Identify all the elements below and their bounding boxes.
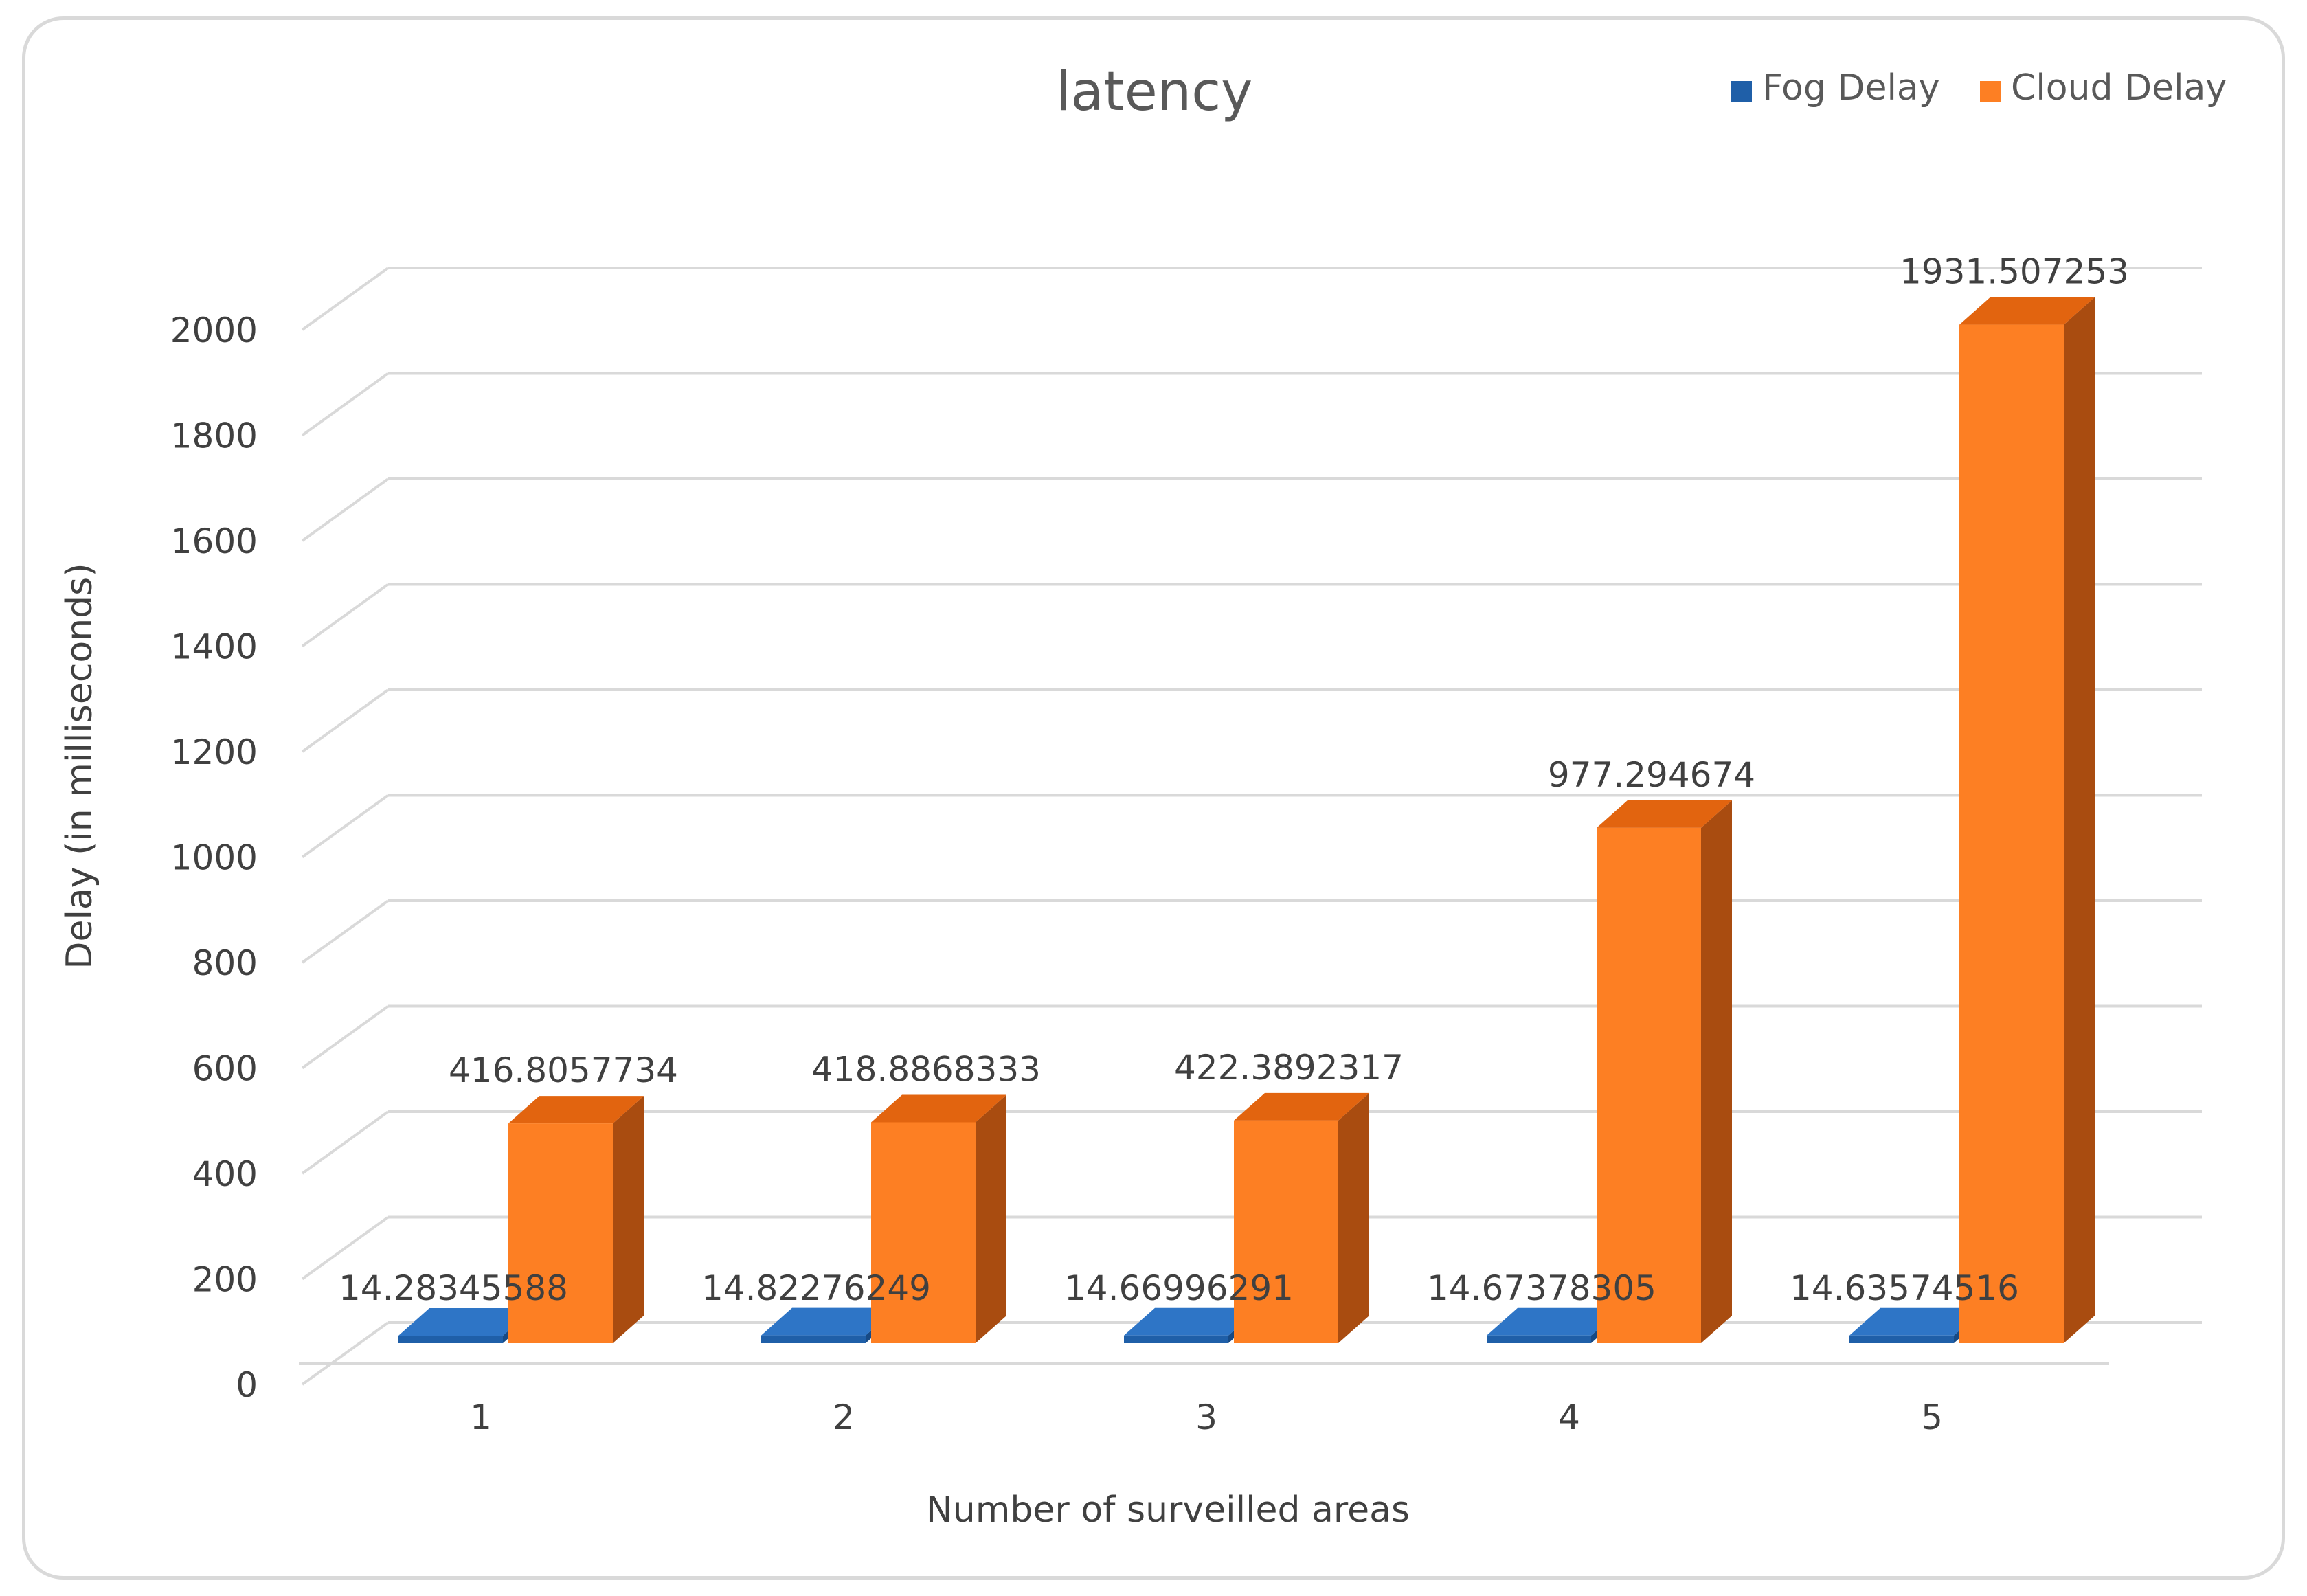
y-tick-label: 600 [192, 1049, 258, 1089]
bar-cloud-delay-side [2064, 297, 2095, 1344]
axes: 0 200 400 600 800 1000 1200 1400 1600 1800 2000 1 2 3… [170, 311, 2109, 1437]
bars [398, 297, 2095, 1344]
bar-fog-delay-front [1849, 1335, 1954, 1343]
legend-label-cloud-delay: Cloud Delay [2011, 67, 2227, 109]
y-tick-label: 1200 [170, 732, 258, 772]
x-tick-label: 5 [1921, 1397, 1943, 1437]
legend-swatch-cloud-delay [1980, 81, 2001, 102]
bar-cloud-delay-top [508, 1096, 644, 1124]
y-axis-label: Delay (in milliseconds) [59, 563, 100, 969]
gridline-side [301, 1321, 390, 1386]
chart-title: latency [1056, 61, 1253, 123]
bar-cloud-delay-side [613, 1096, 644, 1343]
legend-swatch-fog-delay [1731, 81, 1752, 102]
data-label-cloud-delay: 422.3892317 [1174, 1048, 1404, 1088]
bar-cloud-delay-top [1597, 800, 1732, 828]
y-tick-label: 1800 [170, 416, 258, 456]
y-tick-label: 200 [192, 1260, 258, 1300]
gridlines [301, 267, 2202, 1386]
gridline-side [301, 477, 390, 542]
bar-cloud-delay [1959, 297, 2095, 1344]
data-label-cloud-delay: 416.8057734 [449, 1050, 678, 1090]
bar-fog-delay-top [398, 1308, 534, 1336]
data-label-cloud-delay: 977.294674 [1548, 755, 1755, 795]
x-axis-label: Number of surveilled areas [926, 1490, 1410, 1531]
y-tick-label: 0 [236, 1365, 258, 1405]
bar-cloud-delay-front [1597, 827, 1701, 1343]
bar-fog-delay-top [1487, 1307, 1622, 1336]
legend: Fog Delay Cloud Delay [1731, 67, 2227, 109]
data-label-fog-delay: 14.66996291 [1064, 1268, 1294, 1308]
bar-cloud-delay [508, 1096, 644, 1343]
data-label-fog-delay: 14.63574516 [1790, 1268, 2019, 1308]
gridline-side [301, 583, 390, 648]
bar-cloud-delay-top [871, 1094, 1006, 1123]
legend-label-fog-delay: Fog Delay [1762, 67, 1940, 109]
gridline-side [301, 1110, 390, 1175]
gridline-side [301, 1215, 390, 1281]
bar-cloud-delay-side [1701, 800, 1732, 1343]
x-tick-label: 3 [1195, 1397, 1217, 1437]
bar-fog-delay-top [1124, 1307, 1259, 1336]
bar-cloud-delay [1234, 1092, 1369, 1343]
bar-fog-delay-top [1849, 1307, 1985, 1336]
x-tick-label: 1 [470, 1397, 492, 1437]
bar-fog-delay-front [1487, 1335, 1591, 1343]
gridline-side [301, 899, 390, 964]
data-label-cloud-delay: 1931.507253 [1900, 252, 2129, 292]
gridline-side [301, 1004, 390, 1070]
y-tick-label: 800 [192, 943, 258, 983]
gridline-side [301, 372, 390, 437]
bar-cloud-delay-front [871, 1122, 976, 1343]
y-tick-label: 2000 [170, 311, 258, 350]
bar-fog-delay-top [761, 1307, 897, 1336]
bar-cloud-delay [871, 1094, 1006, 1343]
y-tick-label: 1000 [170, 838, 258, 878]
bar-fog-delay-front [761, 1335, 866, 1343]
data-label-fog-delay: 14.67378305 [1427, 1268, 1656, 1308]
bar-fog-delay-front [1124, 1335, 1228, 1343]
y-tick-label: 1400 [170, 627, 258, 667]
bar-cloud-delay-front [1959, 324, 2064, 1344]
data-labels: 14.28345588 416.8057734 14.82276249 418.886… [339, 252, 2129, 1308]
x-tick-label: 4 [1558, 1397, 1580, 1437]
bar-cloud-delay-top [1959, 297, 2095, 325]
gridline-side [301, 794, 390, 859]
data-label-cloud-delay: 418.8868333 [811, 1050, 1041, 1090]
bar-cloud-delay [1597, 800, 1732, 1343]
bar-fog-delay-front [398, 1336, 503, 1343]
bar-cloud-delay-side [1338, 1092, 1369, 1343]
bar-cloud-delay-front [1234, 1120, 1338, 1343]
gridline-side [301, 267, 390, 331]
data-label-fog-delay: 14.82276249 [701, 1268, 931, 1308]
y-tick-label: 400 [192, 1154, 258, 1194]
bar-cloud-delay-front [508, 1123, 613, 1343]
gridline-side [301, 688, 390, 753]
x-tick-label: 2 [833, 1397, 855, 1437]
bar-cloud-delay-top [1234, 1092, 1369, 1121]
y-tick-label: 1600 [170, 521, 258, 561]
bar-cloud-delay-side [976, 1094, 1006, 1343]
data-label-fog-delay: 14.28345588 [339, 1268, 568, 1308]
